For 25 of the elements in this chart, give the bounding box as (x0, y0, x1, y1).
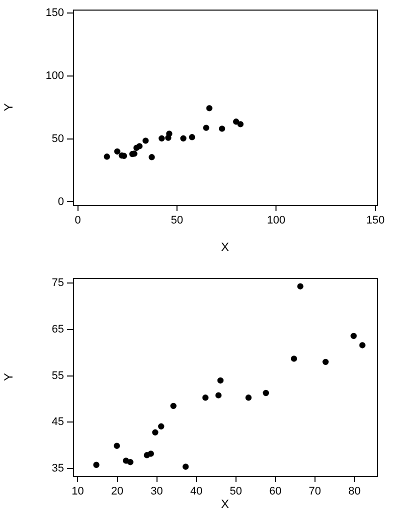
x-tick-label: 70 (308, 486, 322, 498)
x-axis-title: X (220, 240, 230, 254)
x-tick-label: 50 (230, 486, 242, 498)
x-axis-title: X (220, 497, 230, 512)
y-tick-label: 45 (52, 416, 64, 428)
x-tick-label: 0 (74, 214, 81, 227)
y-tick-label: 50 (52, 132, 64, 145)
x-tick-label: 50 (170, 214, 184, 227)
y-tick-label: 150 (46, 6, 64, 19)
x-tick-label: 20 (111, 486, 124, 498)
y-tick-label: 35 (52, 462, 64, 475)
x-tick-label: 30 (150, 486, 163, 498)
x-tick-label: 150 (366, 214, 385, 227)
y-tick-label: 75 (52, 277, 64, 290)
x-tick-label: 40 (190, 486, 202, 498)
y-tick-label: 65 (52, 324, 64, 336)
y-tick-label: 100 (46, 70, 64, 82)
y-axis-title: Y (2, 372, 16, 382)
x-tick-label: 100 (267, 214, 286, 227)
y-tick-label: 0 (58, 196, 64, 208)
y-axis-title: Y (2, 103, 16, 112)
x-tick-label: 60 (269, 486, 282, 498)
y-tick-label: 55 (52, 370, 64, 382)
x-tick-label: 80 (348, 486, 361, 498)
x-tick-label: 10 (72, 486, 84, 498)
